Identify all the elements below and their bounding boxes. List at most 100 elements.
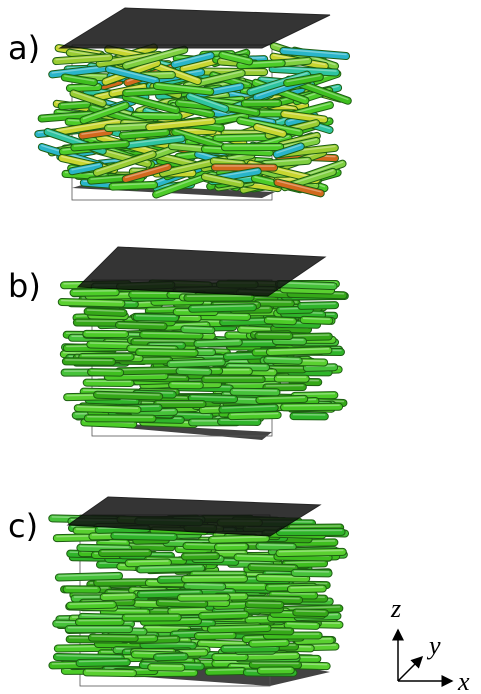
rod-highlight — [129, 561, 168, 562]
rod-highlight — [286, 562, 324, 563]
rod — [80, 662, 127, 663]
rod — [139, 352, 195, 353]
rod — [268, 320, 293, 321]
y-arrow — [398, 657, 422, 681]
rod — [295, 573, 329, 574]
rod-highlight — [284, 405, 339, 406]
rod — [259, 546, 292, 547]
rod-highlight — [130, 347, 174, 348]
rod-highlight — [249, 603, 281, 604]
rod-highlight — [157, 655, 185, 656]
rod — [104, 596, 133, 597]
rod-highlight — [209, 669, 243, 670]
rod-highlight — [295, 571, 329, 572]
panel-label: a) — [8, 29, 40, 67]
rod-highlight — [139, 351, 195, 352]
rod-highlight — [175, 414, 210, 415]
rod-highlight — [301, 304, 335, 305]
rod-highlight — [180, 369, 209, 370]
rod — [284, 407, 339, 408]
rod-highlight — [198, 634, 233, 635]
rod — [160, 603, 205, 604]
rod — [143, 335, 199, 336]
rod-highlight — [192, 396, 234, 397]
top-plate — [60, 8, 330, 48]
rod — [291, 589, 323, 590]
rod — [136, 317, 175, 318]
rod — [184, 329, 211, 330]
rod-highlight — [268, 319, 293, 320]
rod-highlight — [259, 545, 292, 546]
rod-highlight — [87, 671, 133, 672]
rod — [143, 645, 193, 646]
rod — [274, 329, 308, 330]
rod — [209, 671, 243, 672]
rod-highlight — [134, 340, 193, 341]
y-label: y — [426, 631, 441, 660]
rod — [307, 367, 334, 368]
rod-highlight — [267, 358, 299, 359]
panel-label: c) — [8, 507, 38, 545]
rod — [171, 611, 216, 612]
panel-label: b) — [8, 267, 41, 305]
rod-highlight — [80, 546, 128, 547]
z-label: z — [390, 594, 401, 623]
rod-highlight — [292, 335, 329, 336]
x-label: x — [457, 667, 470, 694]
rod-highlight — [70, 603, 113, 604]
rod — [192, 398, 234, 399]
rod-highlight — [288, 624, 317, 625]
rod-highlight — [291, 526, 341, 527]
rod — [180, 371, 209, 372]
rod — [301, 305, 335, 306]
rod — [157, 656, 185, 657]
rod — [249, 604, 281, 605]
rod — [187, 586, 222, 587]
rod — [224, 648, 275, 649]
rod — [129, 563, 168, 564]
rod-highlight — [187, 584, 222, 585]
rod — [80, 548, 128, 549]
rod — [259, 399, 304, 400]
rod-highlight — [234, 390, 277, 391]
rod-highlight — [80, 661, 127, 662]
rod — [288, 625, 317, 626]
rod — [304, 320, 330, 321]
rod-highlight — [92, 636, 135, 637]
rod — [267, 360, 299, 361]
axis-triad: z y x — [390, 594, 470, 694]
rod-highlight — [272, 594, 314, 595]
rod-highlight — [136, 316, 175, 317]
rod-highlight — [184, 328, 211, 329]
rod-highlight — [304, 318, 330, 319]
figure: a) b) c) z y x — [0, 0, 481, 694]
rod-highlight — [259, 397, 304, 398]
panels — [38, 8, 348, 686]
rod-highlight — [201, 642, 243, 643]
rod-highlight — [104, 595, 133, 596]
page: a) b) c) z y x (() => { const data = JSO… — [0, 0, 481, 694]
rod — [91, 372, 120, 373]
rod-highlight — [295, 394, 335, 395]
rod-highlight — [84, 390, 138, 391]
rod — [260, 578, 307, 579]
rod — [234, 392, 277, 393]
rod-highlight — [135, 114, 179, 115]
rod — [296, 612, 325, 613]
rod — [100, 543, 126, 544]
rod-highlight — [100, 541, 126, 542]
rod — [292, 337, 329, 338]
rod — [272, 595, 314, 596]
rod — [70, 605, 113, 606]
rod-highlight — [91, 371, 120, 372]
rod — [92, 638, 135, 639]
rod-highlight — [296, 611, 325, 612]
rod-highlight — [291, 587, 323, 588]
rod — [286, 563, 324, 564]
rod — [201, 644, 243, 645]
rod — [198, 635, 233, 636]
rod — [252, 643, 285, 644]
rod — [135, 116, 179, 117]
rod — [87, 672, 133, 673]
rod-highlight — [132, 589, 164, 590]
